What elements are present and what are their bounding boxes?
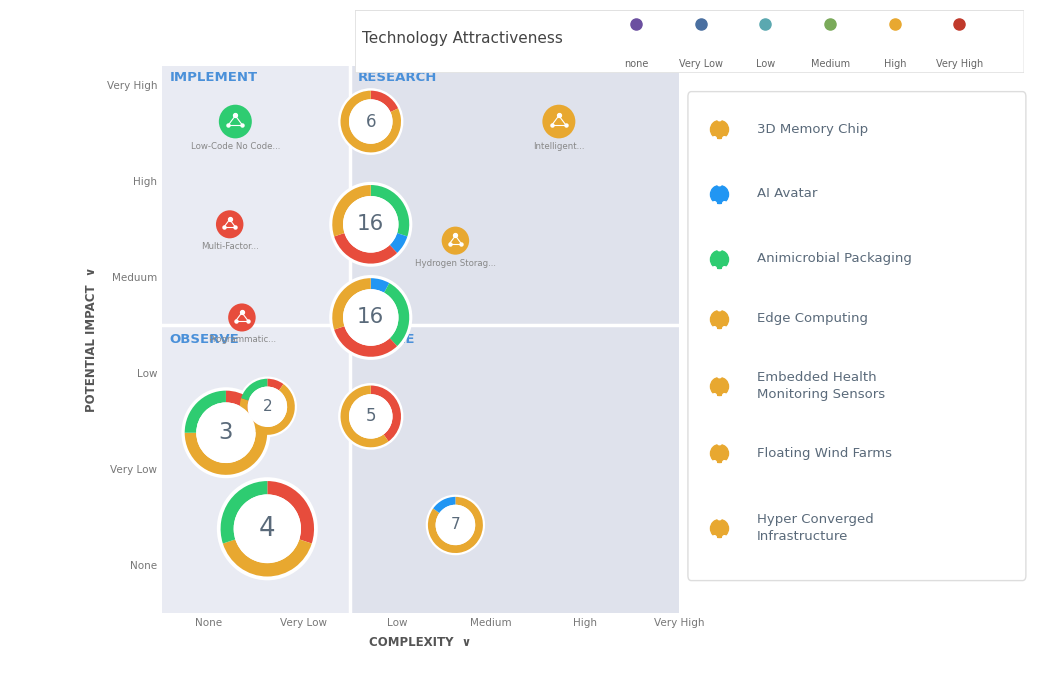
Wedge shape [371, 91, 398, 112]
Text: IMPLEMENT: IMPLEMENT [169, 71, 258, 84]
Wedge shape [371, 278, 390, 292]
Text: 2: 2 [262, 399, 272, 414]
Text: Hyper Converged
Infrastructure: Hyper Converged Infrastructure [757, 514, 874, 543]
Wedge shape [334, 233, 397, 263]
X-axis label: COMPLEXITY  ∨: COMPLEXITY ∨ [370, 636, 471, 649]
Wedge shape [239, 384, 295, 435]
Circle shape [339, 383, 403, 450]
Wedge shape [341, 385, 389, 447]
Circle shape [442, 227, 469, 255]
Wedge shape [332, 278, 371, 330]
Circle shape [343, 289, 398, 346]
Circle shape [343, 196, 398, 253]
Text: none: none [624, 59, 648, 69]
Circle shape [349, 394, 393, 439]
Wedge shape [268, 481, 315, 543]
Text: IGNORE: IGNORE [357, 333, 415, 346]
Wedge shape [185, 420, 268, 475]
Text: Edge Computing: Edge Computing [757, 312, 868, 325]
Text: 5: 5 [366, 407, 376, 426]
Circle shape [218, 105, 252, 139]
FancyBboxPatch shape [688, 91, 1026, 581]
Wedge shape [332, 185, 371, 236]
Text: 3D Memory Chip: 3D Memory Chip [757, 123, 868, 136]
Circle shape [248, 387, 287, 427]
FancyBboxPatch shape [355, 10, 1024, 73]
Wedge shape [241, 379, 268, 401]
Text: Low-Code No Code...: Low-Code No Code... [190, 142, 280, 151]
Bar [350, 325, 679, 613]
Y-axis label: POTENTIAL IMPACT  ∨: POTENTIAL IMPACT ∨ [86, 267, 98, 412]
Wedge shape [371, 385, 401, 441]
Wedge shape [385, 283, 410, 346]
Circle shape [234, 494, 301, 563]
Circle shape [196, 403, 256, 463]
Circle shape [217, 477, 318, 580]
Wedge shape [226, 391, 265, 423]
Wedge shape [427, 497, 483, 553]
Bar [350, 66, 679, 325]
Wedge shape [220, 481, 268, 543]
Text: Low: Low [756, 59, 775, 69]
Circle shape [425, 495, 485, 555]
Circle shape [237, 376, 297, 437]
Text: Embedded Health
Monitoring Sensors: Embedded Health Monitoring Sensors [757, 371, 885, 401]
Text: Medium: Medium [811, 59, 850, 69]
Text: Hydrogen Storag...: Hydrogen Storag... [415, 258, 496, 267]
Wedge shape [223, 539, 311, 577]
Text: 4: 4 [259, 516, 276, 542]
Text: 16: 16 [357, 308, 385, 328]
Circle shape [542, 105, 576, 139]
Wedge shape [371, 185, 410, 236]
Text: Technology Attractiveness: Technology Attractiveness [362, 31, 563, 46]
Text: Very High: Very High [936, 59, 983, 69]
Wedge shape [434, 497, 456, 513]
Text: 6: 6 [366, 112, 376, 130]
Circle shape [329, 182, 413, 267]
Wedge shape [185, 391, 226, 432]
Wedge shape [334, 326, 397, 357]
Wedge shape [268, 379, 283, 390]
Text: 16: 16 [357, 214, 385, 234]
Text: RESEARCH: RESEARCH [357, 71, 437, 84]
Text: AI Avatar: AI Avatar [757, 187, 817, 200]
Bar [162, 66, 350, 325]
Circle shape [216, 210, 243, 238]
Circle shape [436, 505, 475, 545]
Circle shape [182, 387, 271, 478]
Bar [162, 325, 350, 613]
Text: Intelligent...: Intelligent... [533, 142, 584, 151]
Circle shape [228, 304, 256, 331]
Circle shape [329, 275, 413, 360]
Text: Programmatic...: Programmatic... [208, 335, 276, 344]
Text: 7: 7 [450, 518, 460, 532]
Text: Floating Wind Farms: Floating Wind Farms [757, 447, 891, 460]
Text: Very Low: Very Low [679, 59, 723, 69]
Text: High: High [884, 59, 906, 69]
Circle shape [339, 88, 403, 155]
Wedge shape [390, 233, 408, 253]
Wedge shape [341, 91, 401, 152]
Circle shape [349, 99, 393, 143]
Text: OBSERVE: OBSERVE [169, 333, 239, 346]
Text: Animicrobial Packaging: Animicrobial Packaging [757, 252, 912, 265]
Text: Multi-Factor...: Multi-Factor... [201, 242, 258, 251]
Text: 3: 3 [218, 421, 233, 444]
